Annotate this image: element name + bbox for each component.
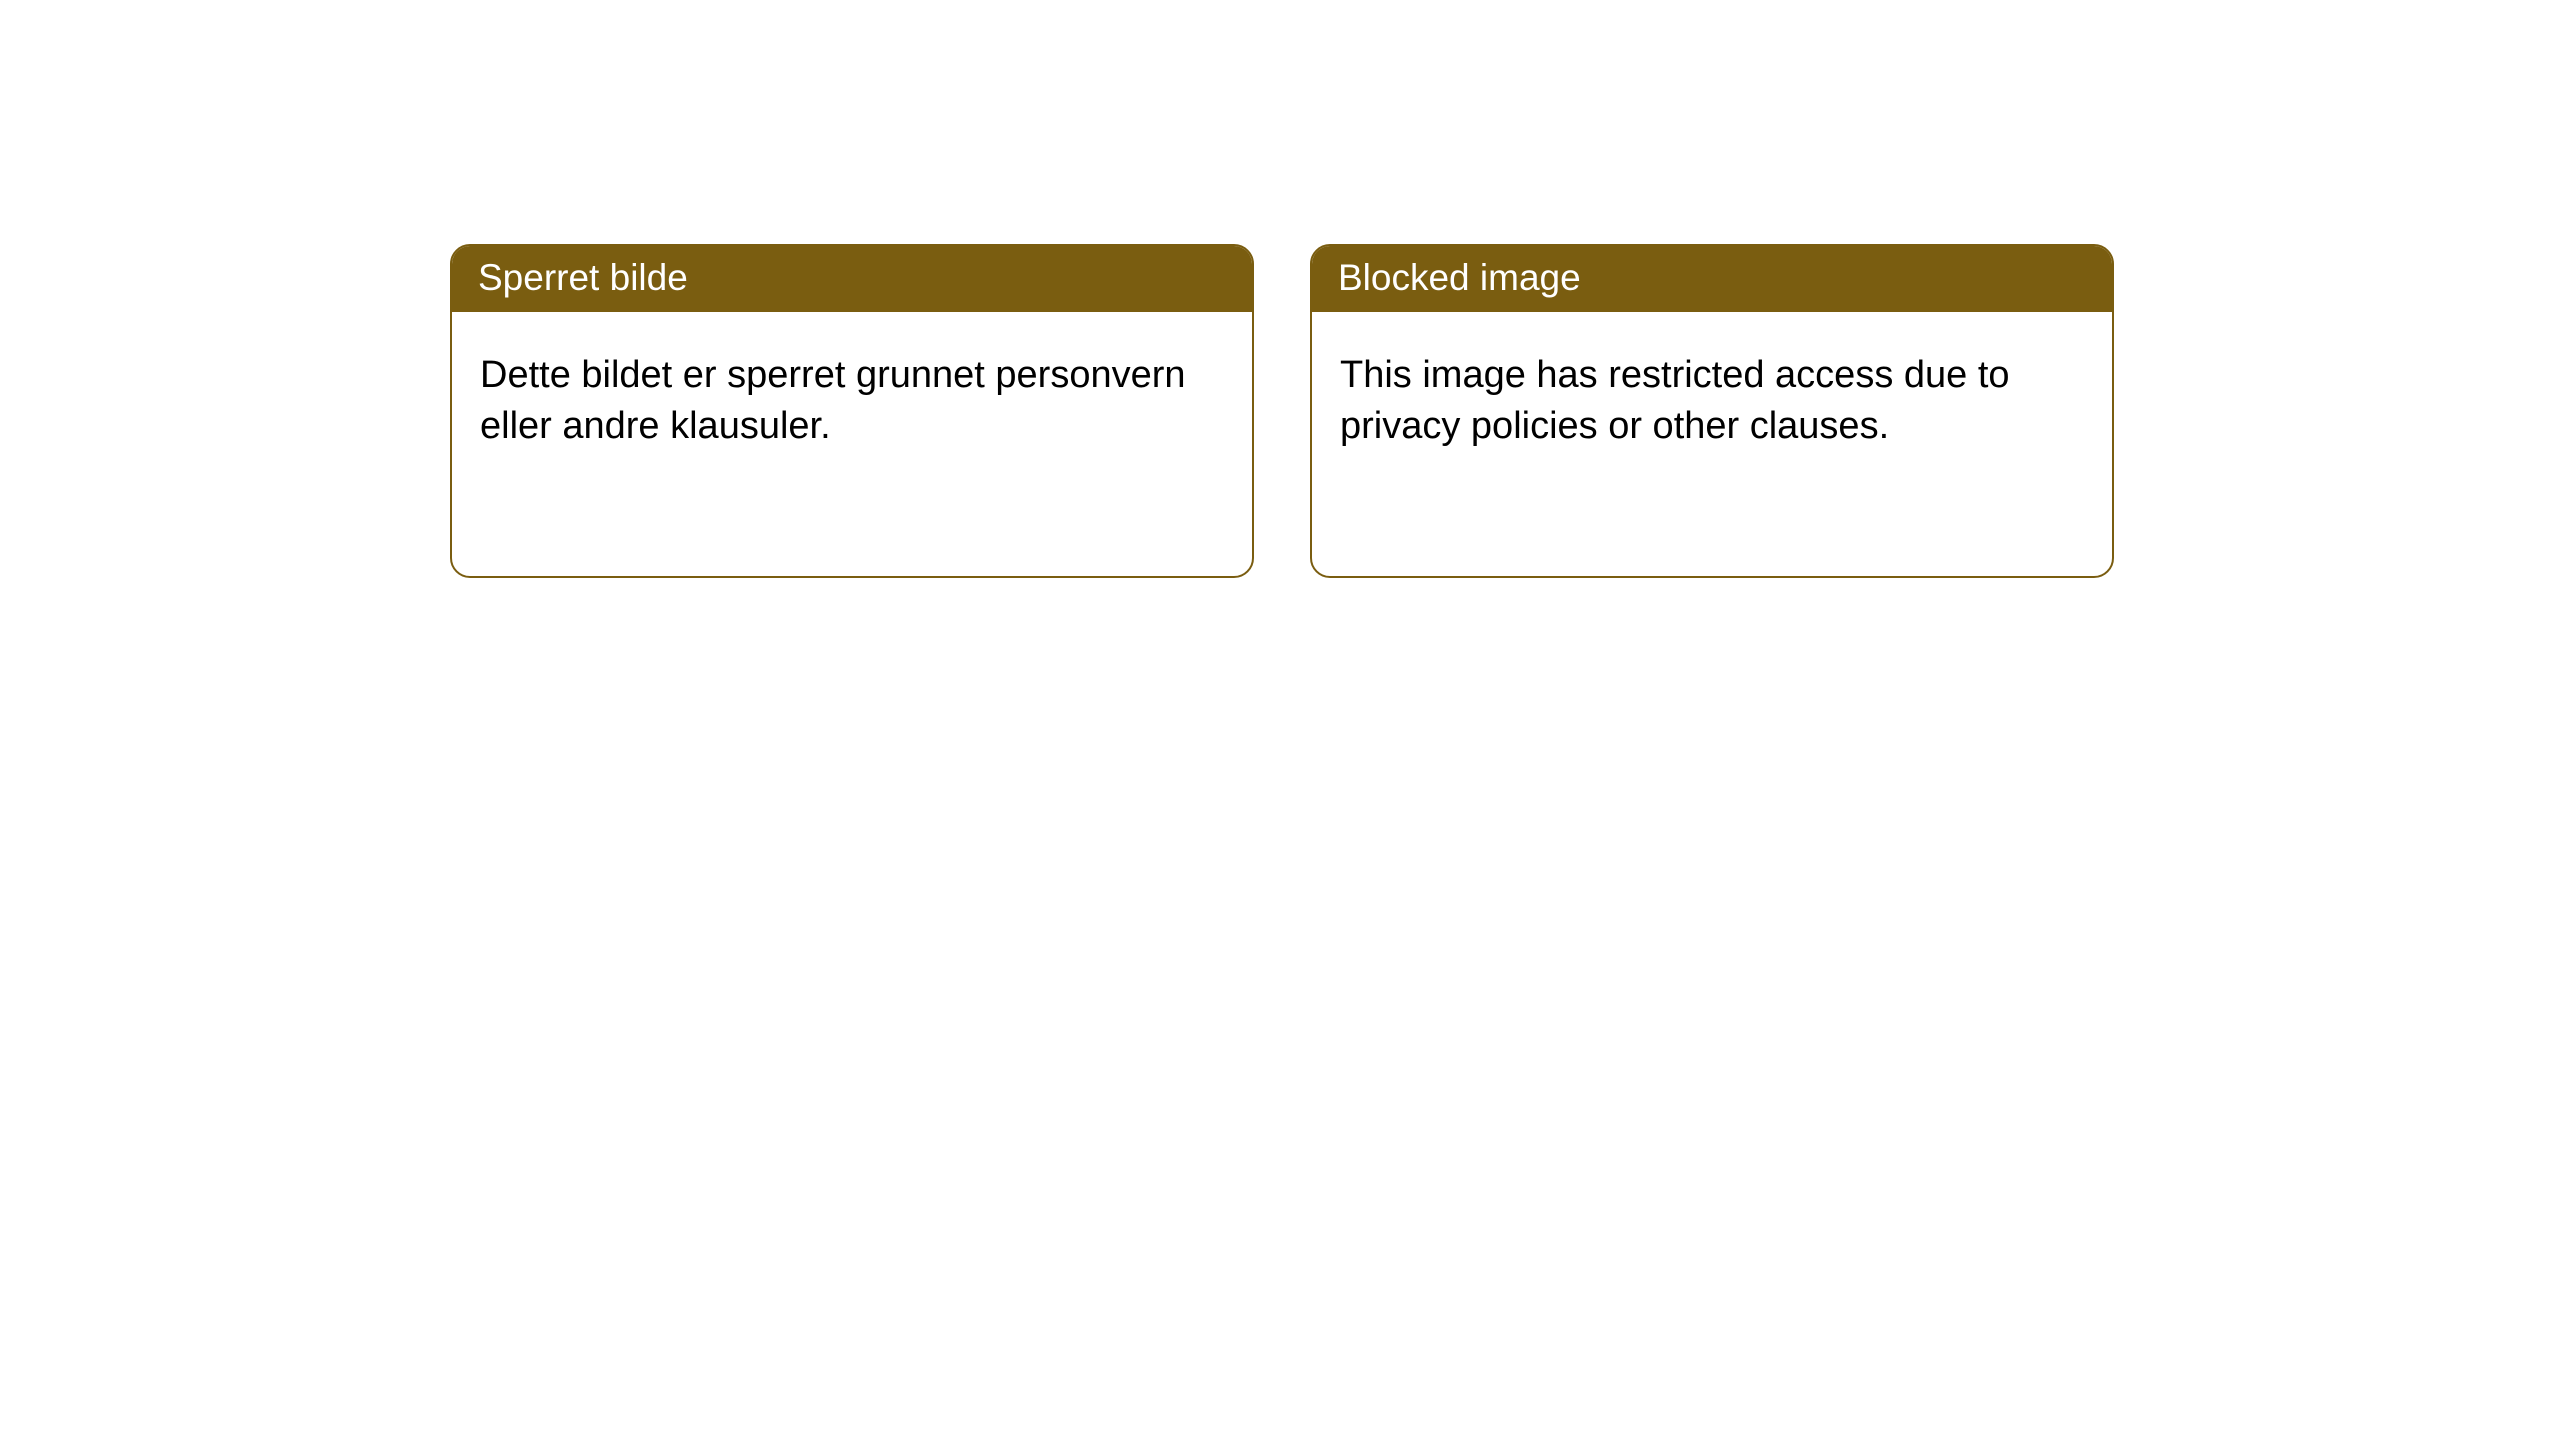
notice-title: Sperret bilde: [452, 246, 1252, 312]
notice-body: This image has restricted access due to …: [1312, 312, 2112, 491]
notice-container: Sperret bilde Dette bildet er sperret gr…: [0, 0, 2560, 578]
notice-card-english: Blocked image This image has restricted …: [1310, 244, 2114, 578]
notice-body: Dette bildet er sperret grunnet personve…: [452, 312, 1252, 491]
notice-title: Blocked image: [1312, 246, 2112, 312]
notice-card-norwegian: Sperret bilde Dette bildet er sperret gr…: [450, 244, 1254, 578]
